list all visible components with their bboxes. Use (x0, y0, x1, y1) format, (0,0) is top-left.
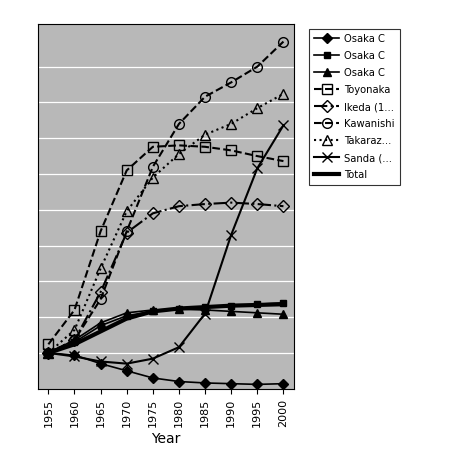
Legend: Osaka C, Osaka C, Osaka C, Toyonaka, Ikeda (1..., Kawanishi, Takaraz..., Sanda (: Osaka C, Osaka C, Osaka C, Toyonaka, Ike… (309, 29, 400, 185)
X-axis label: Year: Year (151, 432, 181, 446)
